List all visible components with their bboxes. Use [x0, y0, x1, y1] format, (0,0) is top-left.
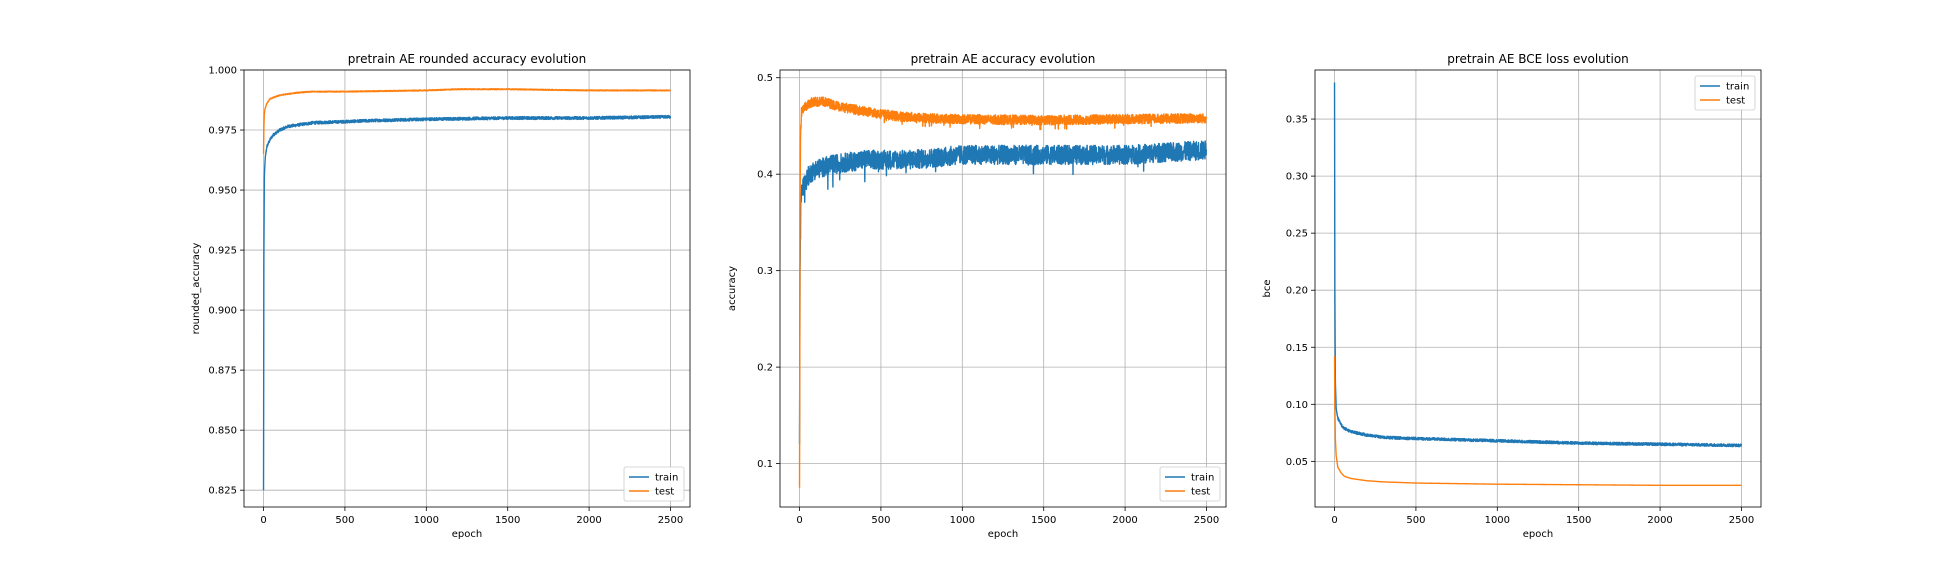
y-tick-label: 0.925 [208, 246, 237, 257]
y-tick-label: 0.4 [757, 170, 773, 181]
x-tick-label: 0 [1331, 515, 1337, 526]
y-tick-label: 0.950 [208, 186, 237, 197]
x-axis-label: epoch [988, 529, 1018, 540]
plot-area [780, 70, 1226, 507]
x-tick-label: 1500 [1566, 515, 1591, 526]
x-tick-label: 2000 [576, 515, 601, 526]
x-tick-label: 1000 [950, 515, 975, 526]
chart-panel-2: 0 500 1000 1500 2000 2500 0.1 0.2 0.3 0.4 0.5 pretr… [727, 52, 1227, 540]
chart-title: pretrain AE BCE loss evolution [1447, 52, 1629, 66]
x-tick-label: 1000 [414, 515, 439, 526]
y-tick-label: 0.850 [208, 426, 237, 437]
y-tick-label: 0.900 [208, 306, 237, 317]
y-tick-label: 0.30 [1286, 172, 1308, 183]
x-axis-label: epoch [1523, 529, 1553, 540]
plot-area [1315, 70, 1761, 507]
y-tick-label: 0.1 [757, 459, 773, 470]
y-tick-label: 0.875 [208, 366, 237, 377]
legend-label-test: test [655, 487, 674, 498]
plot-frame [779, 69, 1227, 508]
plot-frame [1314, 69, 1762, 508]
y-tick-label: 0.5 [757, 73, 773, 84]
legend-label-test: test [1191, 487, 1210, 498]
series-line-test [798, 96, 1208, 488]
series-line-train [798, 140, 1208, 445]
x-tick-label: 0 [796, 515, 802, 526]
chart-title: pretrain AE rounded accuracy evolution [348, 52, 586, 66]
y-axis-label: accuracy [727, 266, 738, 311]
legend-label-train: train [1191, 473, 1214, 484]
legend: train test [623, 466, 685, 502]
x-tick-label: 2000 [1647, 515, 1672, 526]
chart-panel-1: 0 500 1000 1500 2000 2500 0.825 0.850 0.875 0.900… [191, 52, 691, 540]
series-line-train [262, 114, 672, 491]
y-axis-label: rounded_accuracy [191, 243, 202, 335]
y-tick-label: 1.000 [208, 66, 237, 77]
x-tick-label: 2500 [658, 515, 683, 526]
x-tick-label: 500 [871, 515, 890, 526]
y-axis-label: bce [1262, 280, 1273, 298]
chart-panel-3: 0 500 1000 1500 2000 2500 0.05 0.10 0.15 0.20 0.25… [1262, 52, 1762, 540]
legend-label-test: test [1726, 96, 1745, 107]
legend-box [1694, 75, 1756, 111]
x-tick-label: 500 [335, 515, 354, 526]
y-tick-label: 0.2 [757, 363, 773, 374]
y-tick-label: 0.05 [1286, 457, 1308, 468]
series-line-train [1333, 82, 1743, 448]
chart-title: pretrain AE accuracy evolution [911, 52, 1096, 66]
x-tick-label: 1000 [1485, 515, 1510, 526]
series-line-test [262, 88, 671, 155]
x-tick-label: 1500 [495, 515, 520, 526]
legend: train test [1694, 75, 1756, 111]
legend-box [1159, 466, 1221, 502]
x-tick-label: 2500 [1194, 515, 1219, 526]
x-axis-label: epoch [452, 529, 482, 540]
legend: train test [1159, 466, 1221, 502]
x-tick-label: 1500 [1031, 515, 1056, 526]
y-tick-label: 0.10 [1286, 400, 1308, 411]
y-tick-label: 0.25 [1286, 229, 1308, 240]
x-tick-label: 500 [1406, 515, 1425, 526]
legend-box [623, 466, 685, 502]
y-tick-label: 0.15 [1286, 343, 1308, 354]
legend-label-train: train [655, 473, 678, 484]
series-line-test [1333, 356, 1743, 487]
y-tick-label: 0.3 [757, 266, 773, 277]
plot-frame [243, 69, 691, 508]
x-tick-label: 2500 [1729, 515, 1754, 526]
y-tick-label: 0.35 [1286, 115, 1308, 126]
x-tick-label: 2000 [1112, 515, 1137, 526]
plot-area [244, 70, 690, 507]
y-tick-label: 0.825 [208, 486, 237, 497]
x-tick-label: 0 [260, 515, 266, 526]
y-tick-label: 0.20 [1286, 286, 1308, 297]
y-tick-label: 0.975 [208, 126, 237, 137]
legend-label-train: train [1726, 82, 1749, 93]
